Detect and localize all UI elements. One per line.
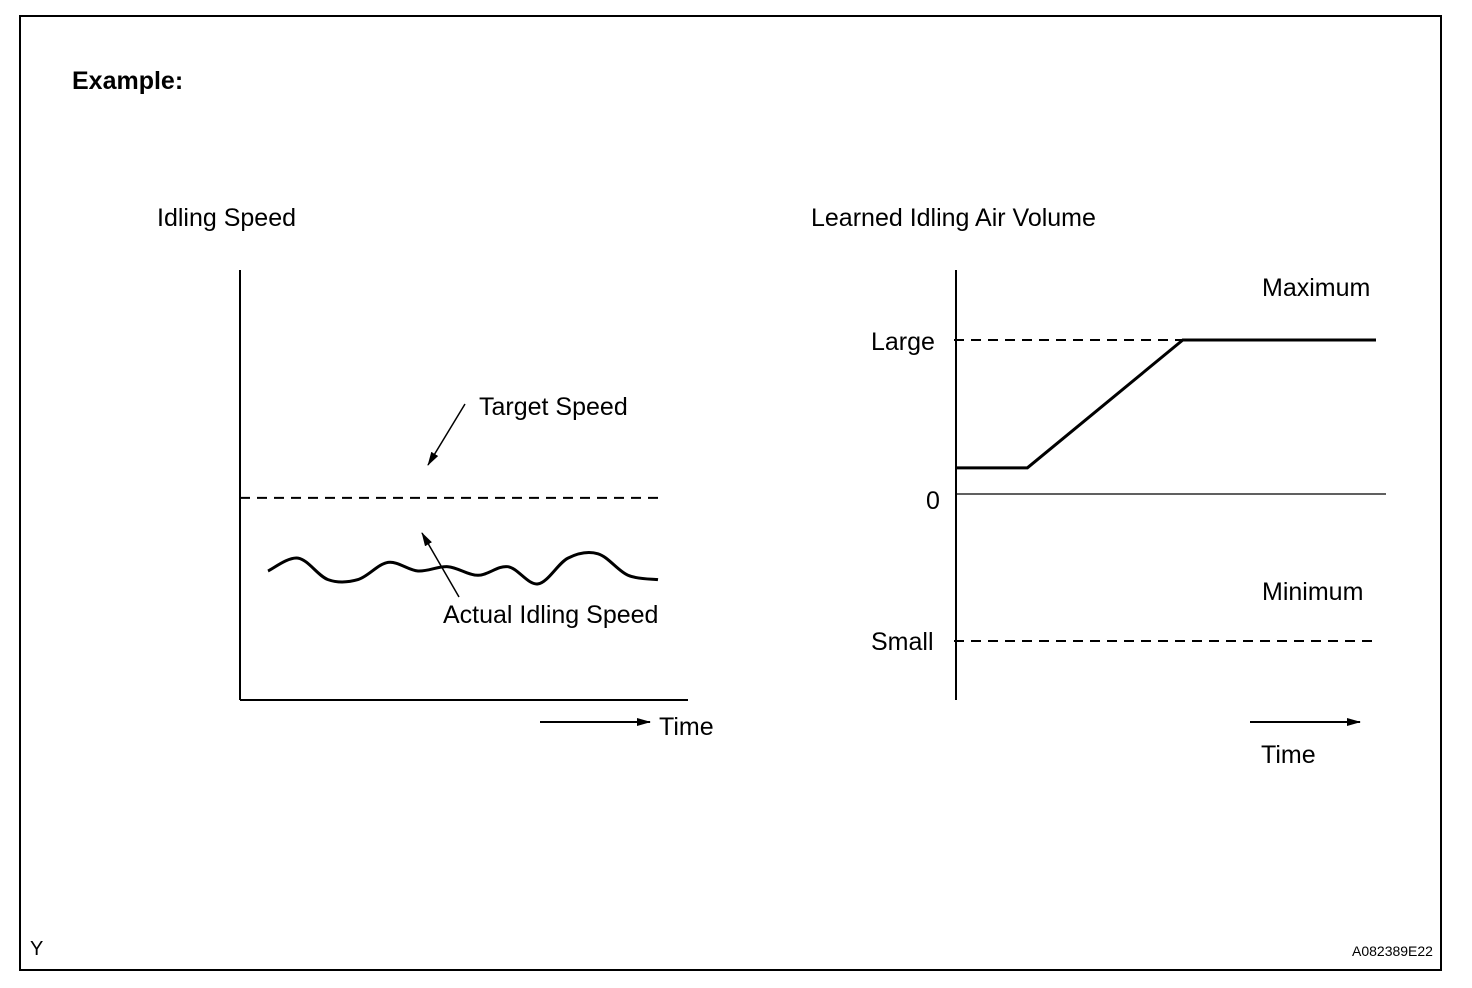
- maximum-label: Maximum: [1262, 274, 1371, 302]
- chart1-time-label: Time: [659, 713, 714, 741]
- actual-idling-speed-label: Actual Idling Speed: [443, 601, 659, 629]
- learned-air-volume-line: [956, 338, 1376, 470]
- target-speed-label: Target Speed: [479, 393, 628, 421]
- y-tick-large: Large: [871, 328, 935, 356]
- figure-id: A082389E22: [1352, 943, 1433, 959]
- actual-speed-leader-arrow: [421, 532, 460, 598]
- chart2-title: Learned Idling Air Volume: [811, 204, 1096, 232]
- target-speed-leader-arrow: [427, 403, 466, 466]
- figure-frame: [19, 15, 1442, 971]
- minimum-label: Minimum: [1262, 578, 1364, 606]
- y-tick-zero: 0: [926, 487, 940, 515]
- chart2-time-label: Time: [1261, 741, 1316, 769]
- footer-left-mark: Y: [30, 938, 44, 960]
- actual-idling-speed-line: [267, 551, 659, 586]
- example-heading: Example:: [72, 67, 184, 95]
- chart1-title: Idling Speed: [157, 204, 297, 232]
- y-tick-small: Small: [871, 628, 934, 656]
